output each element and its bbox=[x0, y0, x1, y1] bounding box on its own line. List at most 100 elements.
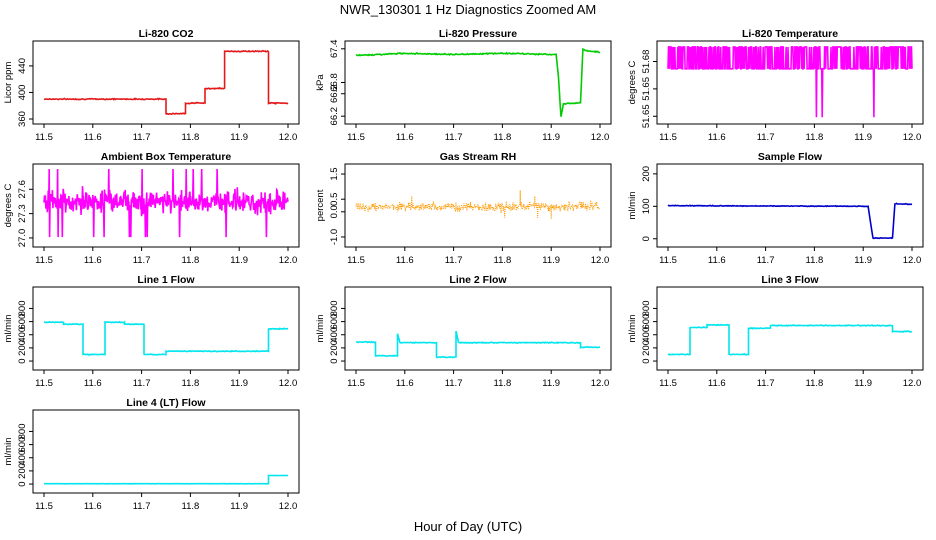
panel-line-3-flow: Line 3 Flow 11.5 11.6 11.7 11.8 11.9 12.0 0 2004… bbox=[627, 274, 924, 389]
x-tick-label: 11.7 bbox=[445, 378, 463, 389]
x-tick-label: 11.5 bbox=[659, 378, 677, 389]
y-tick-label: 200 bbox=[641, 340, 652, 356]
y-tick-label: 400 bbox=[329, 327, 340, 343]
x-tick-label: 11.6 bbox=[708, 378, 726, 389]
panel-sample-flow: Sample Flow 11.5 11.6 11.7 11.8 11.9 12.0 0 100 2… bbox=[627, 151, 924, 266]
data-series-line bbox=[44, 474, 288, 485]
y-tick-label: 27.6 bbox=[17, 180, 28, 199]
y-tick-label: 200 bbox=[329, 340, 340, 356]
x-tick-label: 12.0 bbox=[591, 132, 610, 143]
x-tick-label: 11.6 bbox=[396, 378, 414, 389]
x-tick-label: 11.5 bbox=[35, 132, 53, 143]
y-tick-label: 600 bbox=[17, 314, 28, 330]
x-tick-label: 11.7 bbox=[133, 255, 151, 266]
y-tick-label: 0 bbox=[17, 481, 28, 486]
plot-frame bbox=[656, 163, 924, 248]
x-tick-label: 11.6 bbox=[84, 255, 102, 266]
data-series-line bbox=[355, 330, 600, 359]
x-tick-label: 12.0 bbox=[279, 378, 298, 389]
y-tick-label: 600 bbox=[641, 314, 652, 330]
y-tick-label: 51.65 bbox=[641, 104, 652, 128]
x-tick-label: 11.9 bbox=[230, 132, 248, 143]
y-axis-label: Licor ppm bbox=[3, 62, 14, 104]
panel-li-820-co2: Li-820 CO2 11.5 11.6 11.7 11.8 11.9 12.0 360 400… bbox=[3, 28, 300, 143]
panel-title: Line 1 Flow bbox=[137, 274, 195, 286]
x-tick-label: 12.0 bbox=[591, 378, 610, 389]
y-tick-label: 0 bbox=[329, 358, 340, 363]
y-tick-label: 27.3 bbox=[17, 204, 28, 223]
y-axis-label: ml/min bbox=[3, 315, 14, 343]
x-tick-label: 11.6 bbox=[84, 378, 102, 389]
y-axis-label: ml/min bbox=[627, 192, 638, 220]
panel-title: Line 3 Flow bbox=[761, 274, 819, 286]
y-tick-label: 0.0 bbox=[329, 205, 340, 218]
x-tick-label: 11.6 bbox=[396, 132, 414, 143]
figure-x-axis-label: Hour of Day (UTC) bbox=[414, 519, 522, 534]
x-tick-label: 11.9 bbox=[230, 255, 248, 266]
x-tick-label: 11.6 bbox=[708, 255, 726, 266]
data-series-line bbox=[667, 323, 913, 356]
x-tick-label: 11.6 bbox=[396, 255, 414, 266]
y-tick-label: 800 bbox=[641, 301, 652, 317]
y-tick-label: -1.0 bbox=[329, 229, 340, 245]
data-series-line bbox=[43, 168, 289, 238]
x-tick-label: 11.8 bbox=[494, 132, 512, 143]
x-tick-label: 11.9 bbox=[542, 378, 560, 389]
x-tick-label: 11.8 bbox=[182, 501, 200, 512]
x-tick-label: 12.0 bbox=[903, 132, 922, 143]
x-tick-label: 11.8 bbox=[494, 255, 512, 266]
x-tick-label: 11.5 bbox=[35, 378, 53, 389]
x-tick-label: 11.5 bbox=[347, 255, 365, 266]
x-tick-label: 11.5 bbox=[347, 132, 365, 143]
data-series-line bbox=[44, 49, 289, 116]
panel-title: Line 4 (LT) Flow bbox=[126, 397, 206, 409]
plot-frame bbox=[344, 286, 612, 371]
y-tick-label: 400 bbox=[641, 327, 652, 343]
y-axis-label: ml/min bbox=[315, 315, 326, 343]
y-axis-label: kPa bbox=[315, 74, 326, 91]
y-tick-label: 100 bbox=[641, 198, 652, 214]
y-tick-label: 800 bbox=[17, 301, 28, 317]
y-tick-label: 360 bbox=[17, 111, 28, 127]
x-tick-label: 11.8 bbox=[494, 378, 512, 389]
x-tick-label: 11.7 bbox=[757, 378, 775, 389]
x-tick-label: 11.6 bbox=[84, 501, 102, 512]
y-tick-label: 66.2 bbox=[329, 84, 340, 103]
x-tick-label: 11.5 bbox=[659, 132, 677, 143]
y-tick-label: 600 bbox=[17, 437, 28, 453]
data-series-line bbox=[667, 202, 913, 240]
x-tick-label: 12.0 bbox=[591, 255, 610, 266]
y-tick-label: 66.2 bbox=[329, 107, 340, 126]
panel-ambient-box-temperature: Ambient Box Temperature 11.5 11.6 11.7 11.8 1… bbox=[3, 151, 300, 266]
panel-li-820-temperature: Li-820 Temperature 11.5 11.6 11.7 11.8 11.9 12… bbox=[627, 28, 924, 143]
x-tick-label: 11.9 bbox=[542, 132, 560, 143]
panel-title: Li-820 Pressure bbox=[439, 28, 517, 40]
y-tick-label: 440 bbox=[17, 58, 28, 74]
x-tick-label: 11.8 bbox=[182, 132, 200, 143]
panel-title: Gas Stream RH bbox=[440, 151, 516, 163]
x-tick-label: 11.7 bbox=[133, 378, 151, 389]
y-axis-label: percent bbox=[315, 189, 326, 221]
x-tick-label: 11.9 bbox=[230, 378, 248, 389]
y-axis-label: ml/min bbox=[627, 315, 638, 343]
figure-title: NWR_130301 1 Hz Diagnostics Zoomed AM bbox=[340, 2, 597, 17]
x-tick-label: 12.0 bbox=[279, 255, 298, 266]
x-tick-label: 11.6 bbox=[84, 132, 102, 143]
y-tick-label: 66.8 bbox=[329, 73, 340, 92]
y-tick-label: 800 bbox=[17, 424, 28, 440]
plot-frame bbox=[32, 409, 300, 494]
x-tick-label: 11.7 bbox=[445, 132, 463, 143]
x-tick-label: 11.8 bbox=[182, 255, 200, 266]
panel-line-4-lt-flow: Line 4 (LT) Flow 11.5 11.6 11.7 11.8 11.9 12.0… bbox=[3, 397, 300, 512]
data-series-line bbox=[44, 320, 289, 356]
y-tick-label: 600 bbox=[329, 314, 340, 330]
y-tick-label: 800 bbox=[329, 301, 340, 317]
data-series-line bbox=[667, 46, 913, 118]
x-tick-label: 11.5 bbox=[35, 255, 53, 266]
y-tick-label: 0 bbox=[17, 358, 28, 363]
x-tick-label: 11.9 bbox=[854, 132, 872, 143]
x-tick-label: 11.7 bbox=[757, 255, 775, 266]
y-tick-label: 400 bbox=[17, 450, 28, 466]
x-tick-label: 11.7 bbox=[757, 132, 775, 143]
